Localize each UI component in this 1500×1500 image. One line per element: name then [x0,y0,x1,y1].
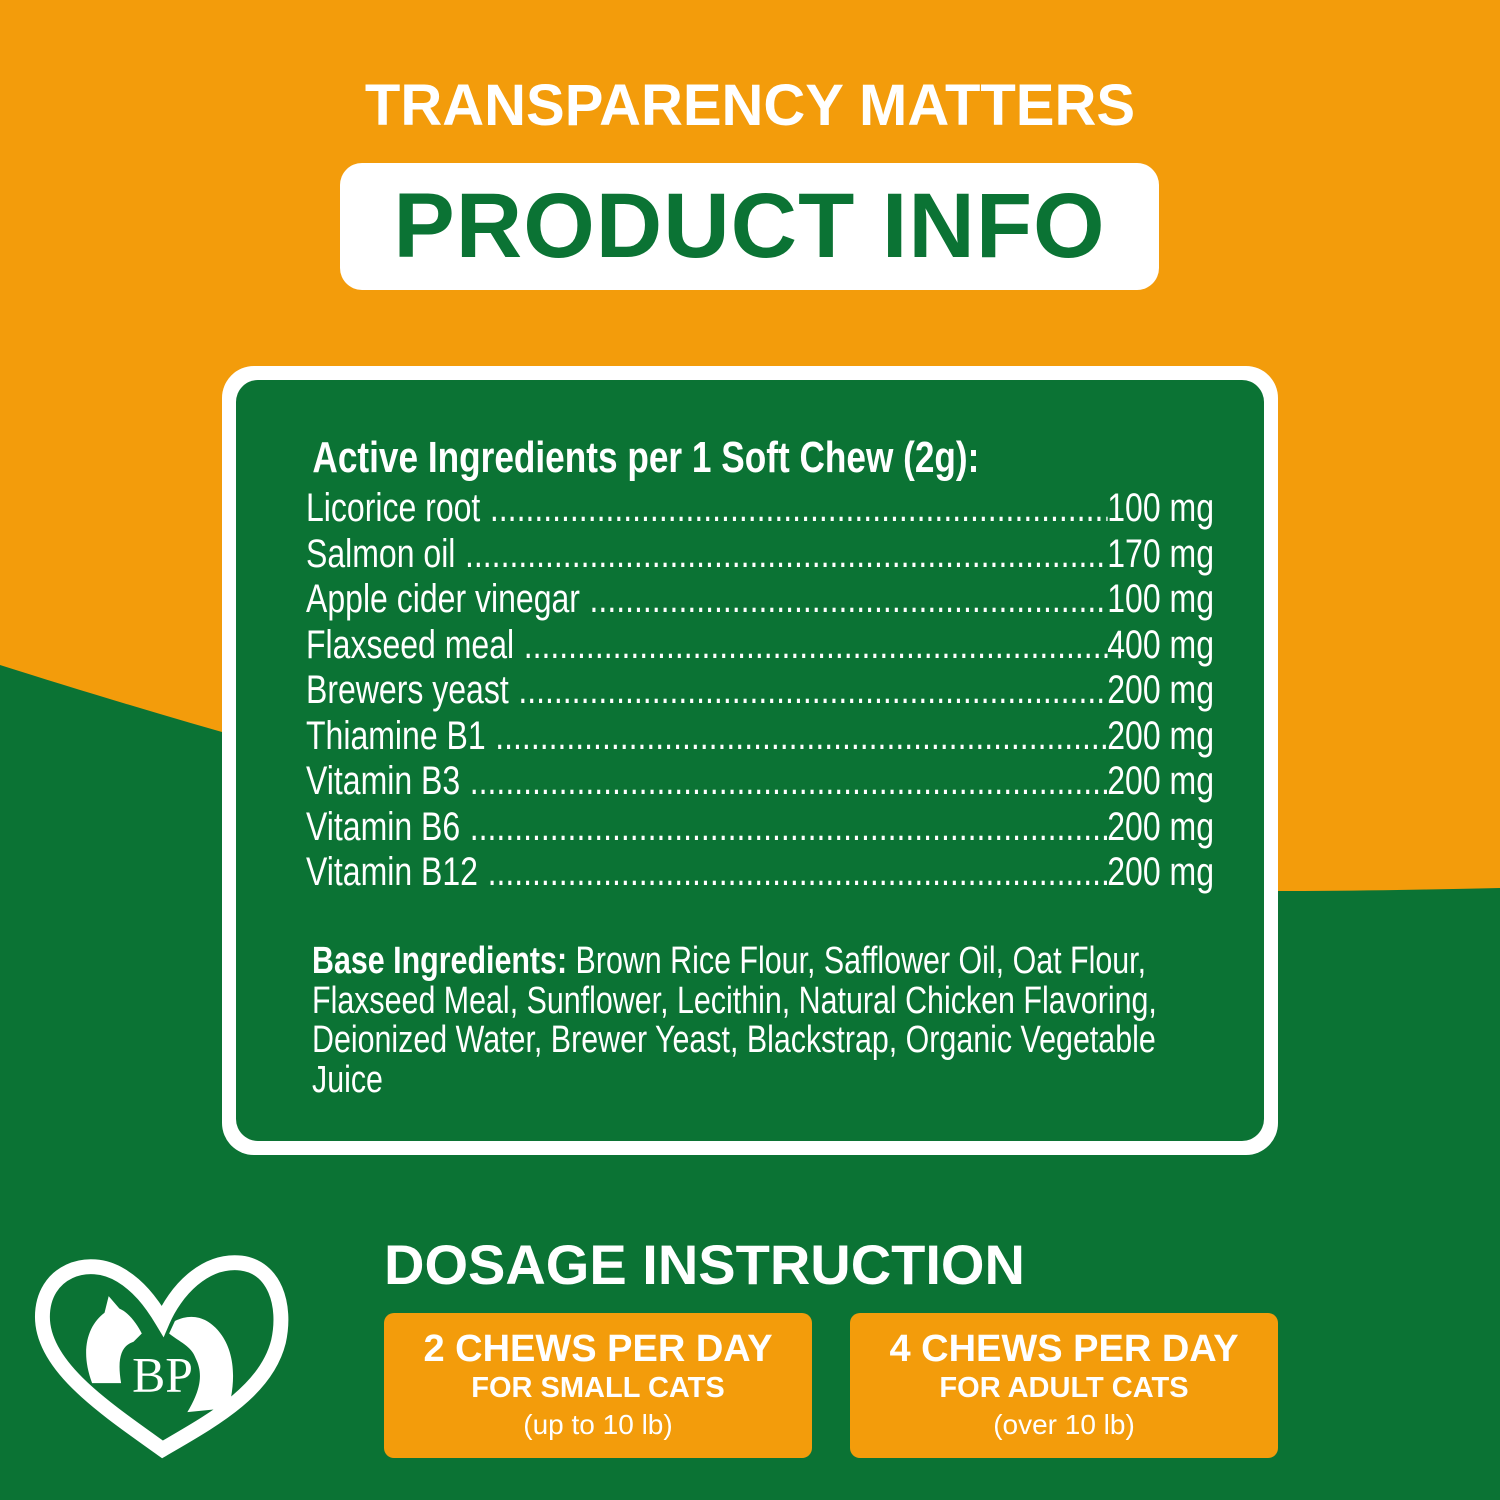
dosage-box-adult: 4 CHEWS PER DAY FOR ADULT CATS (over 10 … [850,1313,1278,1458]
ingredient-amount: 200 mg [1107,850,1214,894]
base-ingredients: Base Ingredients: Brown Rice Flour, Saff… [312,940,1216,1101]
active-ingredients: Active Ingredients per 1 Soft Chew (2g):… [306,430,1214,896]
ingredient-amount: 200 mg [1107,713,1214,758]
ingredient-row: Vitamin B3 200 mg [306,759,1214,805]
ingredient-name: Thiamine B1 [306,713,486,758]
ingredient-amount: 200 mg [1107,668,1214,712]
dosage-box-small: 2 CHEWS PER DAY FOR SMALL CATS (up to 10… [384,1313,812,1458]
dot-leader [580,577,1107,623]
dosage-weight: (up to 10 lb) [523,1409,673,1440]
ingredient-name: Apple cider vinegar [306,577,580,621]
ingredient-row: Apple cider vinegar 100 mg [306,577,1214,623]
dot-leader [486,714,1108,760]
page-title: PRODUCT INFO [393,175,1106,277]
dot-leader [480,486,1107,532]
dosage-amount: 2 CHEWS PER DAY [423,1328,773,1370]
dosage-weight: (over 10 lb) [993,1409,1135,1440]
dot-leader [455,532,1107,578]
ingredient-amount: 100 mg [1107,486,1214,530]
kicker-heading: TRANSPARENCY MATTERS [364,73,1136,138]
dosage-target: FOR SMALL CATS [471,1372,725,1404]
base-text: Brown Rice Flour, Safflower Oil, Oat Flo… [312,940,1157,1101]
dosage-target: FOR ADULT CATS [939,1372,1189,1404]
ingredient-amount: 100 mg [1107,577,1214,621]
ingredient-name: Brewers yeast [306,668,509,712]
ingredient-row: Licorice root 100 mg [306,486,1214,532]
ingredient-name: Vitamin B3 [306,759,461,803]
ingredient-row: Vitamin B6 200 mg [306,805,1214,851]
dot-leader [478,850,1107,896]
base-label: Base Ingredients: [312,940,568,982]
logo-letters: BP [132,1347,193,1402]
ingredient-amount: 170 mg [1107,531,1214,576]
ingredient-amount: 200 mg [1107,804,1214,849]
ingredient-amount: 200 mg [1107,759,1214,803]
ingredients-card: Active Ingredients per 1 Soft Chew (2g):… [222,366,1278,1155]
ingredient-row: Vitamin B12 200 mg [306,850,1214,896]
ingredient-row: Thiamine B1 200 mg [306,714,1214,760]
ingredient-name: Vitamin B6 [306,804,461,849]
active-heading: Active Ingredients per 1 Soft Chew (2g): [312,433,980,482]
ingredient-name: Vitamin B12 [306,850,478,894]
ingredient-row: Flaxseed meal 400 mg [306,623,1214,669]
ingredient-row: Brewers yeast 200 mg [306,668,1214,714]
dot-leader [509,668,1108,714]
ingredient-name: Flaxseed meal [306,622,515,667]
ingredient-row: Salmon oil 170 mg [306,532,1214,578]
ingredient-amount: 400 mg [1107,622,1214,667]
dot-leader [460,805,1107,851]
dosage-amount: 4 CHEWS PER DAY [889,1328,1239,1370]
dot-leader [514,623,1107,669]
title-banner: PRODUCT INFO [340,163,1159,290]
dot-leader [460,759,1107,805]
ingredient-name: Salmon oil [306,531,456,576]
ingredient-name: Licorice root [306,486,481,530]
heart-cat-dog-logo-icon: BP [34,1255,289,1459]
dosage-title: DOSAGE INSTRUCTION [384,1233,1025,1296]
